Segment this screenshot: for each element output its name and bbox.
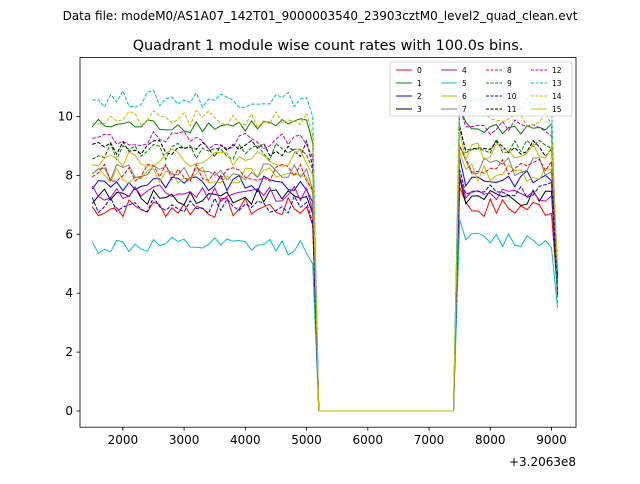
legend-label-5: 5 xyxy=(462,79,467,88)
legend-label-0: 0 xyxy=(417,66,422,75)
axes-frame xyxy=(79,57,577,428)
series-line-0 xyxy=(91,187,559,412)
suptitle: Data file: modeM0/AS1A07_142T01_90000035… xyxy=(63,9,578,23)
chart-title: Quadrant 1 module wise count rates with … xyxy=(133,38,524,54)
x-tick-label: 2000 xyxy=(108,433,139,447)
legend-label-11: 11 xyxy=(507,105,517,114)
series-line-15 xyxy=(92,131,559,412)
y-tick-label: 8 xyxy=(65,168,73,182)
series-line-1 xyxy=(91,107,559,412)
series-line-14 xyxy=(92,98,559,412)
legend-label-12: 12 xyxy=(552,66,562,75)
x-tick-label: 6000 xyxy=(353,433,384,447)
legend-label-1: 1 xyxy=(417,79,422,88)
y-tick-label: 4 xyxy=(65,286,73,300)
series-line-8 xyxy=(91,145,559,412)
series-line-9 xyxy=(91,125,559,412)
legend-label-2: 2 xyxy=(417,92,422,101)
y-tick-label: 2 xyxy=(65,345,73,359)
legend-label-10: 10 xyxy=(507,92,517,101)
legend-box xyxy=(389,61,573,117)
series-line-2 xyxy=(91,157,559,412)
x-offset-label: +3.2063e8 xyxy=(509,455,576,469)
legend-label-15: 15 xyxy=(552,105,562,114)
series-line-10 xyxy=(91,169,559,412)
series-line-4 xyxy=(91,175,559,412)
legend-label-8: 8 xyxy=(507,66,512,75)
y-axis: 0 2 4 6 8 10 xyxy=(58,110,80,418)
series-line-6 xyxy=(91,151,559,412)
legend-label-9: 9 xyxy=(507,79,512,88)
x-axis: 2000 3000 4000 5000 6000 7000 8000 9000 xyxy=(108,427,567,447)
x-tick-label: 8000 xyxy=(475,433,506,447)
series-line-3 xyxy=(91,178,559,412)
x-tick-label: 7000 xyxy=(414,433,445,447)
y-tick-label: 10 xyxy=(58,110,73,124)
x-tick-label: 3000 xyxy=(169,433,200,447)
legend-label-7: 7 xyxy=(462,105,467,114)
legend-label-13: 13 xyxy=(552,79,562,88)
series-line-12 xyxy=(92,107,559,412)
legend-label-3: 3 xyxy=(417,105,422,114)
legend-label-6: 6 xyxy=(462,92,467,101)
y-tick-label: 6 xyxy=(65,227,73,241)
legend-label-14: 14 xyxy=(552,92,562,101)
x-tick-label: 9000 xyxy=(536,433,567,447)
x-tick-label: 4000 xyxy=(230,433,261,447)
plot-lines xyxy=(91,83,559,412)
x-tick-label: 5000 xyxy=(291,433,322,447)
series-line-5 xyxy=(91,219,559,412)
series-line-7 xyxy=(91,145,559,412)
y-tick-label: 0 xyxy=(65,404,73,418)
legend-label-4: 4 xyxy=(462,66,467,75)
